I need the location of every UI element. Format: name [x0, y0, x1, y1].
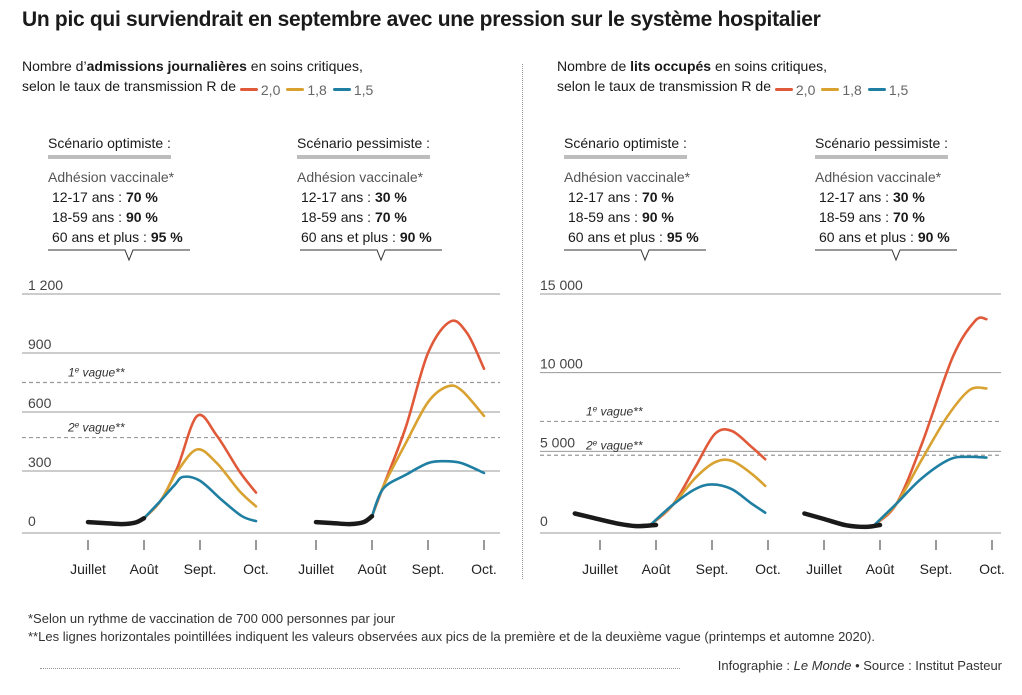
series-line-r20: [370, 319, 486, 518]
scenario-row: 18-59 ans : 90 %: [568, 209, 674, 225]
month-label: Août: [130, 561, 159, 577]
scenario-row: 60 ans et plus : 90 %: [301, 229, 432, 245]
y-tick-label: 0: [28, 513, 36, 529]
series-line-r18: [649, 458, 767, 527]
month-label: Sept.: [184, 561, 217, 577]
reference-line-label: 2e vague**: [585, 438, 643, 452]
y-tick-label: 0: [540, 513, 548, 529]
observed-line: [85, 515, 147, 527]
scenario-pointer: [564, 249, 706, 262]
panel-title-admissions: Nombre d’admissions journalières en soin…: [22, 56, 379, 100]
reference-line-label: 1e vague**: [586, 404, 643, 418]
credit: Infographie : Le Monde • Source : Instit…: [717, 658, 1002, 673]
legend-item-r20: 2,0: [774, 80, 815, 100]
scenario-adhesion: Adhésion vaccinale*: [48, 169, 175, 185]
scenario-pointer: [48, 249, 190, 262]
scenario-pessimiste-right: Scénario pessimiste : Adhésion vaccinale…: [815, 133, 950, 247]
scenario-row: 60 ans et plus : 90 %: [819, 229, 950, 245]
scenario-row: 12-17 ans : 30 %: [819, 189, 925, 205]
series-line-r15: [649, 483, 767, 527]
y-tick-label: 900: [28, 336, 52, 352]
scenario-row: 12-17 ans : 30 %: [301, 189, 407, 205]
panel-divider: [522, 64, 523, 579]
observed-line: [572, 511, 659, 529]
scenario-row: 60 ans et plus : 95 %: [52, 229, 183, 245]
legend-item-r20: 2,0: [239, 80, 280, 100]
scenario-pointer: [300, 249, 442, 262]
scenario-pointer: [815, 249, 957, 262]
scenario-head: Scénario pessimiste :: [815, 133, 949, 159]
reference-line-label: 2e vague**: [67, 421, 125, 435]
month-label: Août: [642, 561, 671, 577]
legend-item-r15: 1,5: [867, 80, 908, 100]
legend-item-r18: 1,8: [286, 80, 327, 100]
month-label: Sept.: [696, 561, 729, 577]
scenario-adhesion: Adhésion vaccinale*: [297, 169, 424, 185]
series-line-r20: [142, 413, 258, 520]
series-line-r18: [142, 448, 258, 520]
month-label: Oct.: [243, 561, 269, 577]
legend-item-r18: 1,8: [821, 80, 862, 100]
series-line-r15: [370, 459, 486, 518]
reference-line-label: 1e vague**: [68, 366, 125, 380]
series-line-r15: [873, 455, 988, 527]
y-tick-label: 1 200: [28, 277, 63, 293]
month-label: Oct.: [979, 561, 1005, 577]
month-label: Oct.: [471, 561, 497, 577]
credit-divider: [40, 668, 680, 669]
scenario-row: 18-59 ans : 70 %: [301, 209, 407, 225]
footnote-dashed-lines: **Les lignes horizontales pointillées in…: [28, 629, 875, 644]
month-label: Oct.: [755, 561, 781, 577]
scenario-adhesion: Adhésion vaccinale*: [564, 169, 691, 185]
month-label: Sept.: [920, 561, 953, 577]
series-line-r15: [142, 475, 258, 523]
scenario-head: Scénario optimiste :: [564, 133, 687, 159]
y-tick-label: 15 000: [540, 277, 583, 293]
scenario-row: 18-59 ans : 70 %: [819, 209, 925, 225]
scenario-optimiste-left: Scénario optimiste : Adhésion vaccinale*…: [48, 133, 183, 247]
scenario-row: 12-17 ans : 70 %: [568, 189, 674, 205]
scenario-optimiste-right: Scénario optimiste : Adhésion vaccinale*…: [564, 133, 699, 247]
scenario-pessimiste-left: Scénario pessimiste : Adhésion vaccinale…: [297, 133, 432, 247]
month-label: Juillet: [806, 561, 842, 577]
observed-line: [313, 513, 375, 527]
month-label: Sept.: [412, 561, 445, 577]
y-tick-label: 600: [28, 395, 52, 411]
panel-title-lits: Nombre de lits occupés en soins critique…: [557, 56, 914, 100]
series-line-r18: [370, 384, 486, 518]
scenario-head: Scénario pessimiste :: [297, 133, 431, 159]
month-label: Juillet: [298, 561, 334, 577]
month-label: Août: [358, 561, 387, 577]
y-tick-label: 300: [28, 454, 52, 470]
legend-item-r15: 1,5: [332, 80, 373, 100]
scenario-head: Scénario optimiste :: [48, 133, 171, 159]
y-tick-label: 10 000: [540, 356, 583, 372]
legend-admissions: selon le taux de transmission R de 2,0 1,…: [22, 78, 374, 100]
headline: Un pic qui surviendrait en septembre ave…: [22, 8, 821, 31]
observed-line: [802, 511, 883, 530]
month-label: Juillet: [70, 561, 106, 577]
legend-lits: selon le taux de transmission R de 2,0 1,…: [557, 78, 909, 100]
scenario-row: 12-17 ans : 70 %: [52, 189, 158, 205]
month-label: Juillet: [582, 561, 618, 577]
scenario-row: 60 ans et plus : 95 %: [568, 229, 699, 245]
scenario-adhesion: Adhésion vaccinale*: [815, 169, 942, 185]
footnote-vaccination: *Selon un rythme de vaccination de 700 0…: [28, 611, 396, 626]
scenario-row: 18-59 ans : 90 %: [52, 209, 158, 225]
month-label: Août: [866, 561, 895, 577]
y-tick-label: 5 000: [540, 434, 575, 450]
